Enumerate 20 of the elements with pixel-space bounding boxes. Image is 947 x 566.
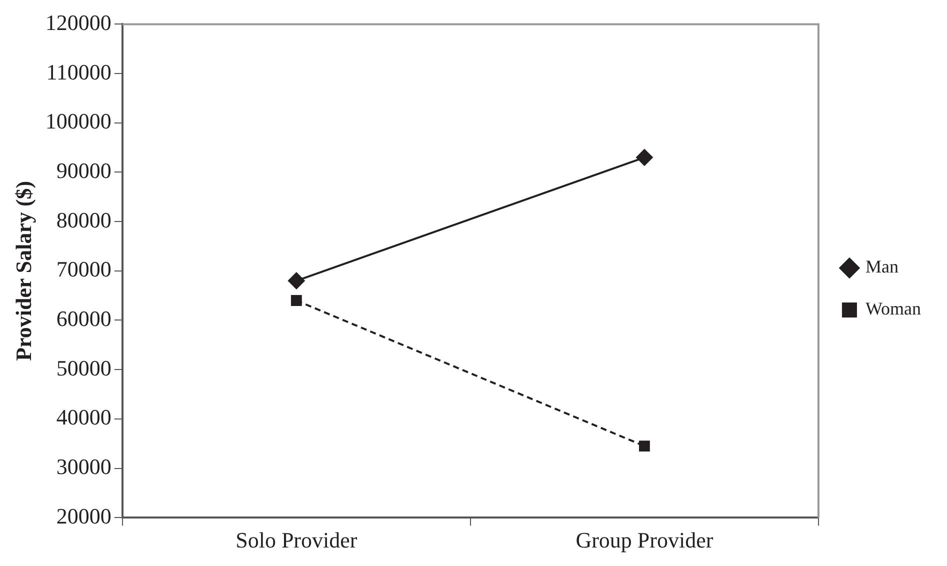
legend-label: Woman bbox=[865, 298, 922, 319]
x-tick-label: Solo Provider bbox=[236, 528, 358, 553]
y-tick-label: 80000 bbox=[56, 207, 112, 232]
point bbox=[288, 272, 305, 290]
x-tick-label: Group Provider bbox=[576, 528, 714, 553]
y-tick-label: 70000 bbox=[56, 256, 112, 282]
y-tick-label: 40000 bbox=[56, 404, 112, 430]
point bbox=[638, 440, 650, 452]
y-tick-label: 30000 bbox=[56, 454, 112, 480]
y-tick-label: 20000 bbox=[56, 503, 112, 528]
y-tick-label: 60000 bbox=[56, 306, 112, 332]
y-tick-label: 100000 bbox=[45, 108, 112, 134]
point bbox=[290, 295, 302, 306]
y-tick-label: 120000 bbox=[45, 10, 112, 35]
y-tick-label: 110000 bbox=[46, 59, 112, 84]
y-tick-label: 90000 bbox=[56, 158, 112, 183]
y-tick-label: 50000 bbox=[56, 355, 112, 380]
point bbox=[636, 148, 653, 166]
y-axis-title: Provider Salary ($) bbox=[10, 180, 36, 361]
legend-label: Man bbox=[865, 256, 898, 277]
